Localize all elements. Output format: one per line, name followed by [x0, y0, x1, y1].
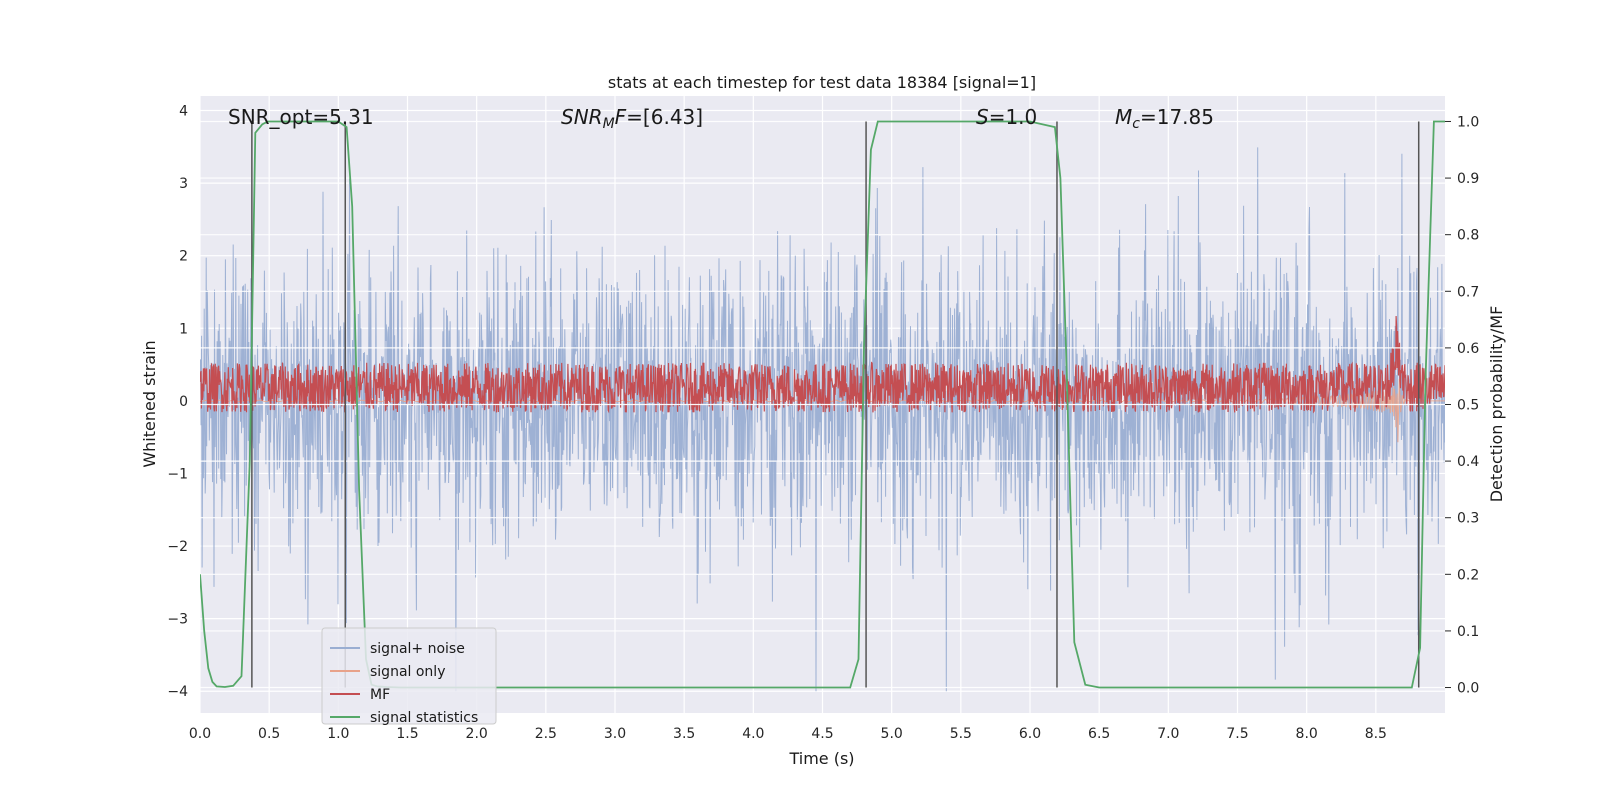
annotation-snr-opt: SNR_opt=5.31 [228, 105, 374, 129]
legend-label: signal+ noise [370, 641, 465, 657]
annotation-snr-mf-rest: F [615, 105, 627, 129]
x-tick-label: 6.5 [1088, 726, 1110, 742]
x-tick-label: 2.5 [535, 726, 557, 742]
legend: signal+ noise signal only MF signal statist… [321, 627, 497, 726]
x-axis-ticks: 0.0 0.5 1.0 1.5 2.0 2.5 3.0 3.5 4.0 4.5 5.0 5.5 6.0 6… [189, 726, 1387, 742]
x-tick-label: 6.0 [1019, 726, 1041, 742]
legend-label: signal only [370, 664, 445, 680]
x-tick-label: 4.5 [811, 726, 833, 742]
right-tick-label: 0.5 [1457, 398, 1479, 414]
x-tick-label: 1.0 [327, 726, 349, 742]
x-tick-label: 3.5 [673, 726, 695, 742]
x-tick-label: 8.5 [1365, 726, 1387, 742]
y-axis-label: Whitened strain [140, 340, 159, 467]
x-tick-label: 5.0 [881, 726, 903, 742]
legend-label: MF [370, 687, 390, 703]
annotation-mc-value: =17.85 [1140, 105, 1214, 129]
legend-box [321, 627, 497, 725]
right-tick-label: 1.0 [1457, 114, 1479, 130]
right-tick-label: 0.1 [1457, 624, 1479, 640]
y-tick-label: −3 [167, 612, 188, 628]
mf-line [200, 315, 1445, 414]
right-tick-label: 0.9 [1457, 171, 1479, 187]
x-tick-label: 7.0 [1157, 726, 1179, 742]
y-tick-label: −2 [167, 539, 188, 555]
right-tick-label: 0.2 [1457, 567, 1479, 583]
annotation-snr-mf-sub: M [603, 116, 615, 132]
annotation-mc-sub: c [1132, 116, 1140, 132]
right-tick-label: 0.6 [1457, 341, 1479, 357]
x-tick-label: 0.0 [189, 726, 211, 742]
y-tick-label: −4 [167, 684, 188, 700]
annotation-snr-mf-value: =[6.43] [626, 105, 703, 129]
annotation-s-symbol: S [976, 105, 989, 129]
x-tick-label: 2.0 [466, 726, 488, 742]
right-tick-label: 0.7 [1457, 284, 1479, 300]
annotation-s: S=1.0 [976, 105, 1037, 129]
x-tick-label: 5.5 [950, 726, 972, 742]
right-tick-label: 0.3 [1457, 511, 1479, 527]
y-tick-label: 1 [179, 321, 188, 337]
y-tick-label: 2 [179, 249, 188, 265]
y-axis-ticks: 4 3 2 1 0 −1 −2 −3 −4 [167, 104, 188, 701]
y-axis-label-right: Detection probability/MF [1487, 306, 1506, 503]
right-tick-label: 0.8 [1457, 228, 1479, 244]
x-axis-label: Time (s) [788, 749, 854, 768]
right-axis-ticks: 1.0 0.9 0.8 0.7 0.6 0.5 0.4 0.3 0.2 0.1 0.0 [1445, 114, 1479, 697]
annotation-snr-mf: SNRMF=[6.43] [561, 105, 703, 132]
x-tick-label: 1.5 [396, 726, 418, 742]
x-tick-label: 4.0 [742, 726, 764, 742]
y-tick-label: 0 [179, 394, 188, 410]
annotation-mc: Mc=17.85 [1115, 105, 1214, 132]
y-tick-label: 3 [179, 176, 188, 192]
x-tick-label: 3.0 [604, 726, 626, 742]
chart-title: stats at each timestep for test data 183… [608, 73, 1036, 92]
annotation-s-value: =1.0 [989, 105, 1038, 129]
legend-label: signal statistics [370, 710, 478, 726]
vertical-markers [251, 121, 1420, 688]
y-tick-label: 4 [179, 104, 188, 120]
y-tick-label: −1 [167, 466, 188, 482]
right-tick-label: 0.4 [1457, 454, 1479, 470]
right-tick-label: 0.0 [1457, 681, 1479, 697]
annotation-mc-symbol: M [1115, 105, 1132, 129]
x-tick-label: 7.5 [1226, 726, 1248, 742]
series-mf [200, 315, 1445, 414]
x-tick-label: 8.0 [1296, 726, 1318, 742]
x-tick-label: 0.5 [258, 726, 280, 742]
annotation-snr-mf-main: SNR [561, 105, 603, 129]
